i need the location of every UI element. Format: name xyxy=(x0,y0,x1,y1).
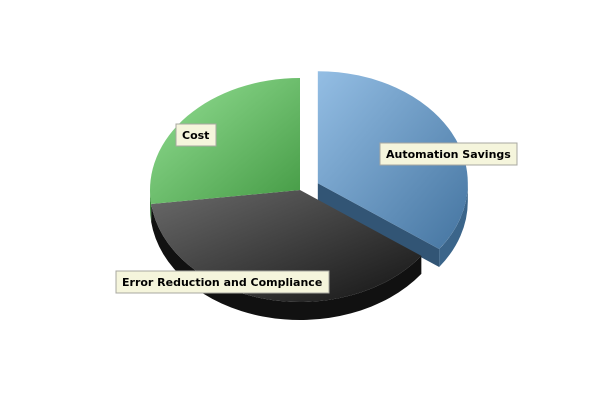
slice-labels: Automation Savings Error Reduction and Co… xyxy=(115,123,518,294)
slice-side-cost xyxy=(150,190,152,223)
slice-label-box xyxy=(115,270,330,294)
slice-label-error-reduction-and-compliance: Error Reduction and Compliance xyxy=(115,270,330,294)
slice-label-text: Cost xyxy=(182,129,209,142)
slice-label-text: Automation Savings xyxy=(386,148,511,161)
slice-label-box xyxy=(379,142,518,166)
slice-label-automation-savings: Automation Savings xyxy=(379,142,518,166)
slice-label-box xyxy=(175,123,217,147)
slice-label-text: Error Reduction and Compliance xyxy=(122,276,322,289)
slice-cost[interactable] xyxy=(150,78,300,205)
slice-side-automation-savings xyxy=(439,183,468,268)
slice-label-cost: Cost xyxy=(175,123,217,147)
slice-cut-automation-savings xyxy=(317,183,440,268)
